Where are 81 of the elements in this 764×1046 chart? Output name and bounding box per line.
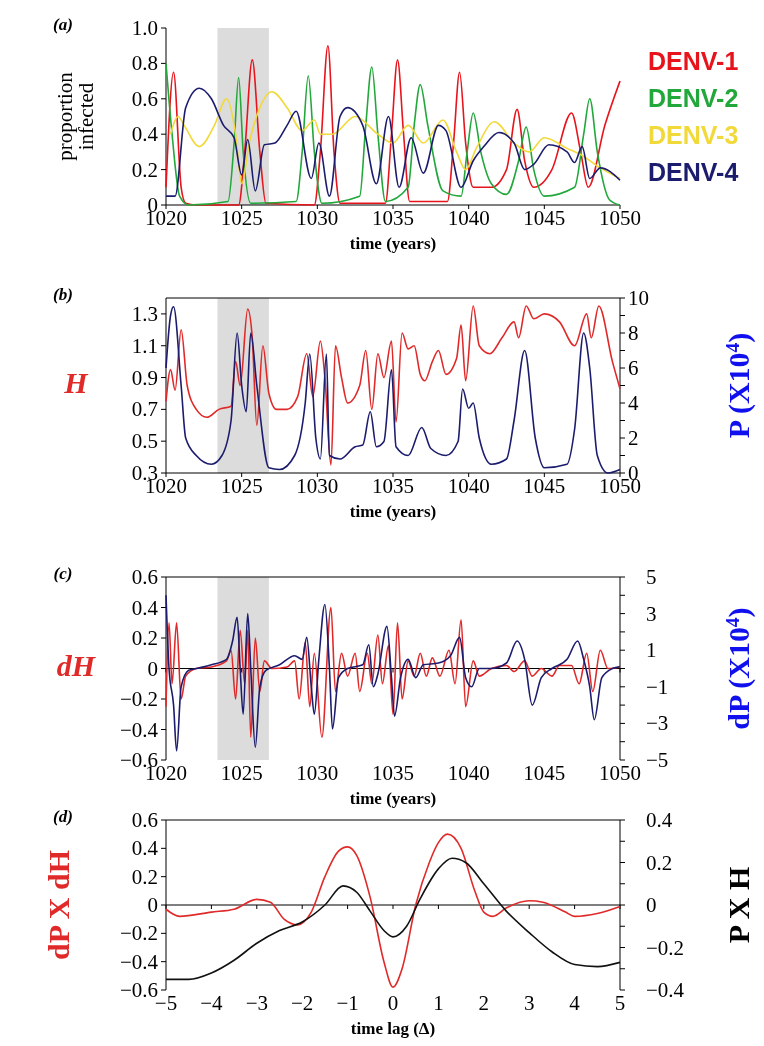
y-tick-label: −0.2: [119, 921, 158, 946]
chart-title: (b): [53, 285, 73, 304]
chart-title: (c): [53, 564, 73, 583]
x-tick-label: 0: [387, 991, 399, 1015]
x-tick-label: 1050: [599, 761, 641, 785]
x-tick-label: 1045: [523, 206, 566, 230]
y2-tick-label: 10: [628, 286, 649, 310]
x-tick-label: 1030: [296, 761, 339, 785]
y-tick-label: 0: [147, 893, 158, 917]
x-tick-label: 1045: [523, 761, 566, 785]
x-tick-label: −4: [200, 991, 224, 1015]
y-axis-title: dP X dH: [41, 849, 75, 961]
x-tick-label: 5: [614, 991, 626, 1015]
y2-tick-label: 0.2: [646, 850, 673, 875]
chart-title: (d): [53, 807, 73, 826]
y-tick-label: 0.6: [131, 565, 158, 589]
y2-tick-label: 4: [628, 391, 639, 415]
y-tick-label: 0: [147, 656, 158, 681]
x-tick-label: 1040: [447, 761, 490, 785]
x-axis-title: time (years): [349, 502, 437, 521]
x-tick-label: 1035: [372, 206, 414, 230]
y-tick-label: 0.8: [131, 51, 158, 76]
x-tick-label: 3: [523, 991, 535, 1015]
x-tick-label: 1045: [523, 474, 566, 498]
y2-tick-label: 1: [646, 638, 657, 663]
x-tick-label: 1050: [599, 206, 641, 230]
y2-tick-label: 2: [628, 426, 639, 450]
y-tick-label: 0.4: [131, 595, 159, 620]
chart-title: (a): [53, 15, 73, 34]
y-tick-label: 0.2: [131, 864, 158, 889]
y-tick-label: 0.9: [131, 365, 158, 390]
y-tick-label: −0.2: [119, 687, 158, 711]
y-tick-label: 0.5: [131, 429, 158, 454]
y-tick-label: 1.0: [131, 16, 158, 40]
y-tick-label: −0.4: [119, 949, 159, 974]
x-tick-label: 1040: [447, 206, 490, 230]
series-label: DENV-1: [648, 46, 739, 75]
x-tick-label: 4: [569, 991, 581, 1015]
x-tick-label: 1030: [296, 206, 339, 230]
x-tick-label: −3: [245, 991, 268, 1015]
x-tick-label: 1035: [372, 474, 414, 498]
y2-axis-title: P X H: [721, 866, 755, 944]
x-tick-label: 1: [433, 991, 444, 1015]
y2-tick-label: 8: [628, 321, 639, 345]
y-axis-title: H: [63, 365, 90, 399]
y-tick-label: 0.6: [131, 86, 158, 111]
text: DENV-2: [648, 83, 739, 112]
x-tick-label: 1035: [372, 761, 414, 785]
y-axis-title: dH: [56, 648, 97, 682]
y2-tick-label: 6: [628, 356, 639, 380]
y2-tick-label: −0.2: [646, 935, 685, 960]
y2-tick-label: 0: [646, 893, 657, 917]
y-tick-label: −0.4: [119, 717, 159, 742]
y-axis-title: proportion infected: [52, 71, 98, 161]
x-tick-label: 1040: [447, 474, 490, 498]
y2-tick-label: −0.4: [646, 978, 685, 1002]
series-label: DENV-4: [648, 157, 739, 186]
x-tick-label: −2: [291, 991, 314, 1015]
x-tick-label: 1030: [296, 474, 339, 498]
y2-tick-label: 5: [646, 565, 657, 589]
y-tick-label: 0.6: [131, 808, 158, 832]
y-tick-label: 0.2: [131, 626, 158, 650]
y-tick-label: 0.4: [131, 122, 159, 147]
y-tick-label: 1.3: [131, 301, 158, 326]
x-axis-title: time (years): [349, 789, 437, 808]
y-tick-label: 0.7: [131, 397, 158, 422]
y2-tick-label: −1: [646, 674, 669, 699]
y2-tick-label: −3: [646, 711, 669, 736]
x-tick-label: 1025: [220, 206, 263, 230]
y2-tick-label: 0.4: [646, 808, 673, 832]
y-tick-label: 0.4: [131, 836, 159, 861]
y2-tick-label: 3: [646, 601, 657, 626]
x-tick-label: 1025: [220, 474, 263, 498]
x-axis-title: time (years): [349, 234, 437, 253]
y-tick-label: 1.1: [131, 333, 158, 358]
x-axis-title: time lag (Δ): [350, 1019, 436, 1038]
series-label: DENV-3: [648, 120, 739, 149]
x-tick-label: −1: [336, 991, 359, 1015]
x-tick-label: 1025: [220, 761, 263, 785]
x-tick-label: 2: [478, 991, 490, 1015]
y-tick-label: 0.2: [131, 157, 158, 182]
